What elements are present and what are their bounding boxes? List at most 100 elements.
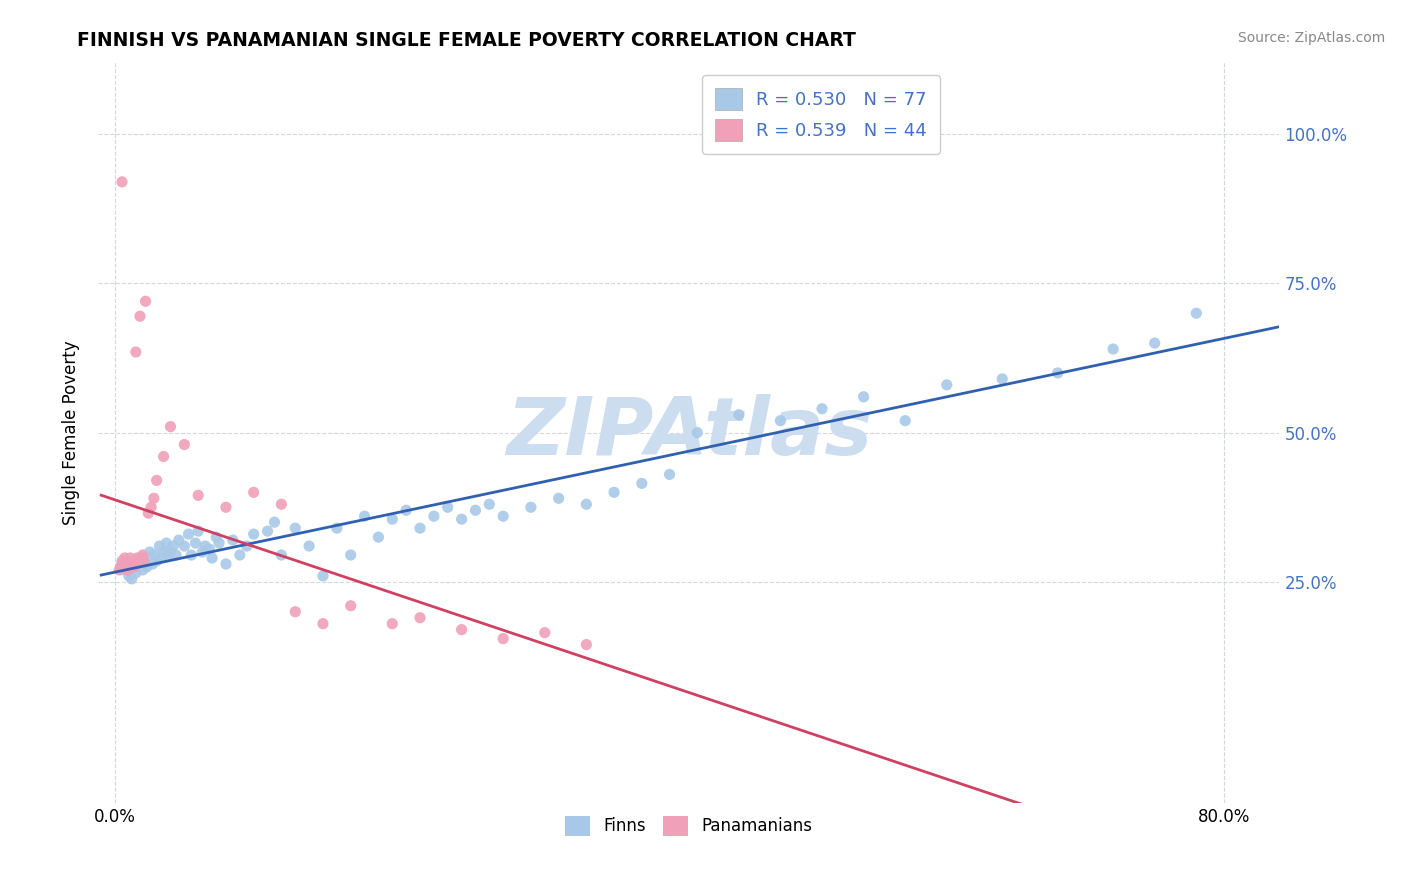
Text: ZIPAtlas: ZIPAtlas bbox=[506, 393, 872, 472]
Point bbox=[409, 611, 432, 625]
Point bbox=[145, 474, 167, 488]
Point bbox=[270, 497, 292, 511]
Point bbox=[1185, 306, 1208, 320]
Point bbox=[138, 545, 160, 559]
Point bbox=[686, 425, 709, 440]
Point bbox=[117, 563, 139, 577]
Point bbox=[148, 539, 170, 553]
Legend: Finns, Panamanians: Finns, Panamanians bbox=[558, 809, 820, 843]
Point bbox=[136, 506, 159, 520]
Point bbox=[152, 545, 174, 559]
Point bbox=[142, 491, 165, 506]
Point bbox=[381, 616, 404, 631]
Point bbox=[132, 563, 155, 577]
Point bbox=[110, 560, 132, 574]
Point bbox=[135, 294, 157, 309]
Point bbox=[215, 500, 238, 515]
Point bbox=[139, 500, 162, 515]
Point bbox=[270, 548, 292, 562]
Point bbox=[187, 488, 209, 502]
Point bbox=[312, 616, 335, 631]
Point bbox=[131, 551, 153, 566]
Point bbox=[191, 545, 214, 559]
Point bbox=[145, 554, 167, 568]
Point bbox=[464, 503, 486, 517]
Point bbox=[134, 554, 156, 568]
Point bbox=[575, 497, 598, 511]
Point bbox=[173, 437, 195, 451]
Text: FINNISH VS PANAMANIAN SINGLE FEMALE POVERTY CORRELATION CHART: FINNISH VS PANAMANIAN SINGLE FEMALE POVE… bbox=[77, 31, 856, 50]
Point bbox=[114, 563, 136, 577]
Point bbox=[409, 521, 432, 535]
Point bbox=[811, 401, 834, 416]
Point bbox=[450, 623, 472, 637]
Point bbox=[165, 548, 187, 562]
Point bbox=[1102, 342, 1125, 356]
Point bbox=[339, 548, 361, 562]
Point bbox=[658, 467, 681, 482]
Point bbox=[111, 175, 134, 189]
Point bbox=[122, 554, 145, 568]
Point bbox=[1046, 366, 1069, 380]
Point bbox=[112, 554, 135, 568]
Point bbox=[547, 491, 569, 506]
Point bbox=[128, 554, 150, 568]
Point bbox=[215, 557, 238, 571]
Point bbox=[478, 497, 501, 511]
Point bbox=[141, 557, 163, 571]
Point bbox=[935, 377, 957, 392]
Point bbox=[727, 408, 749, 422]
Point bbox=[450, 512, 472, 526]
Point bbox=[180, 548, 202, 562]
Point bbox=[492, 509, 515, 524]
Point bbox=[125, 345, 148, 359]
Y-axis label: Single Female Poverty: Single Female Poverty bbox=[62, 341, 80, 524]
Point bbox=[121, 557, 143, 571]
Point bbox=[118, 560, 141, 574]
Point bbox=[111, 557, 134, 571]
Point bbox=[127, 557, 149, 571]
Point bbox=[121, 572, 143, 586]
Point bbox=[353, 509, 375, 524]
Point bbox=[533, 625, 555, 640]
Point bbox=[381, 512, 404, 526]
Point bbox=[149, 551, 172, 566]
Point bbox=[852, 390, 875, 404]
Point bbox=[173, 539, 195, 553]
Point bbox=[114, 551, 136, 566]
Point bbox=[118, 569, 141, 583]
Point bbox=[242, 527, 264, 541]
Point bbox=[118, 557, 141, 571]
Point bbox=[162, 539, 184, 553]
Point bbox=[156, 548, 179, 562]
Point bbox=[136, 560, 159, 574]
Point bbox=[284, 521, 307, 535]
Point bbox=[167, 533, 190, 547]
Point bbox=[177, 527, 200, 541]
Point bbox=[326, 521, 349, 535]
Point bbox=[205, 530, 228, 544]
Point bbox=[235, 539, 257, 553]
Point bbox=[339, 599, 361, 613]
Point bbox=[222, 533, 245, 547]
Point bbox=[229, 548, 252, 562]
Point bbox=[769, 414, 792, 428]
Point bbox=[115, 554, 138, 568]
Point bbox=[127, 551, 149, 566]
Point bbox=[125, 566, 148, 580]
Point bbox=[155, 536, 177, 550]
Point bbox=[125, 554, 148, 568]
Point bbox=[108, 563, 131, 577]
Point bbox=[603, 485, 626, 500]
Point bbox=[187, 524, 209, 538]
Point bbox=[122, 560, 145, 574]
Point bbox=[201, 551, 224, 566]
Point bbox=[492, 632, 515, 646]
Point bbox=[159, 545, 181, 559]
Point bbox=[120, 551, 142, 566]
Point bbox=[312, 569, 335, 583]
Point bbox=[159, 419, 181, 434]
Point bbox=[111, 554, 134, 568]
Point bbox=[242, 485, 264, 500]
Point bbox=[132, 548, 155, 562]
